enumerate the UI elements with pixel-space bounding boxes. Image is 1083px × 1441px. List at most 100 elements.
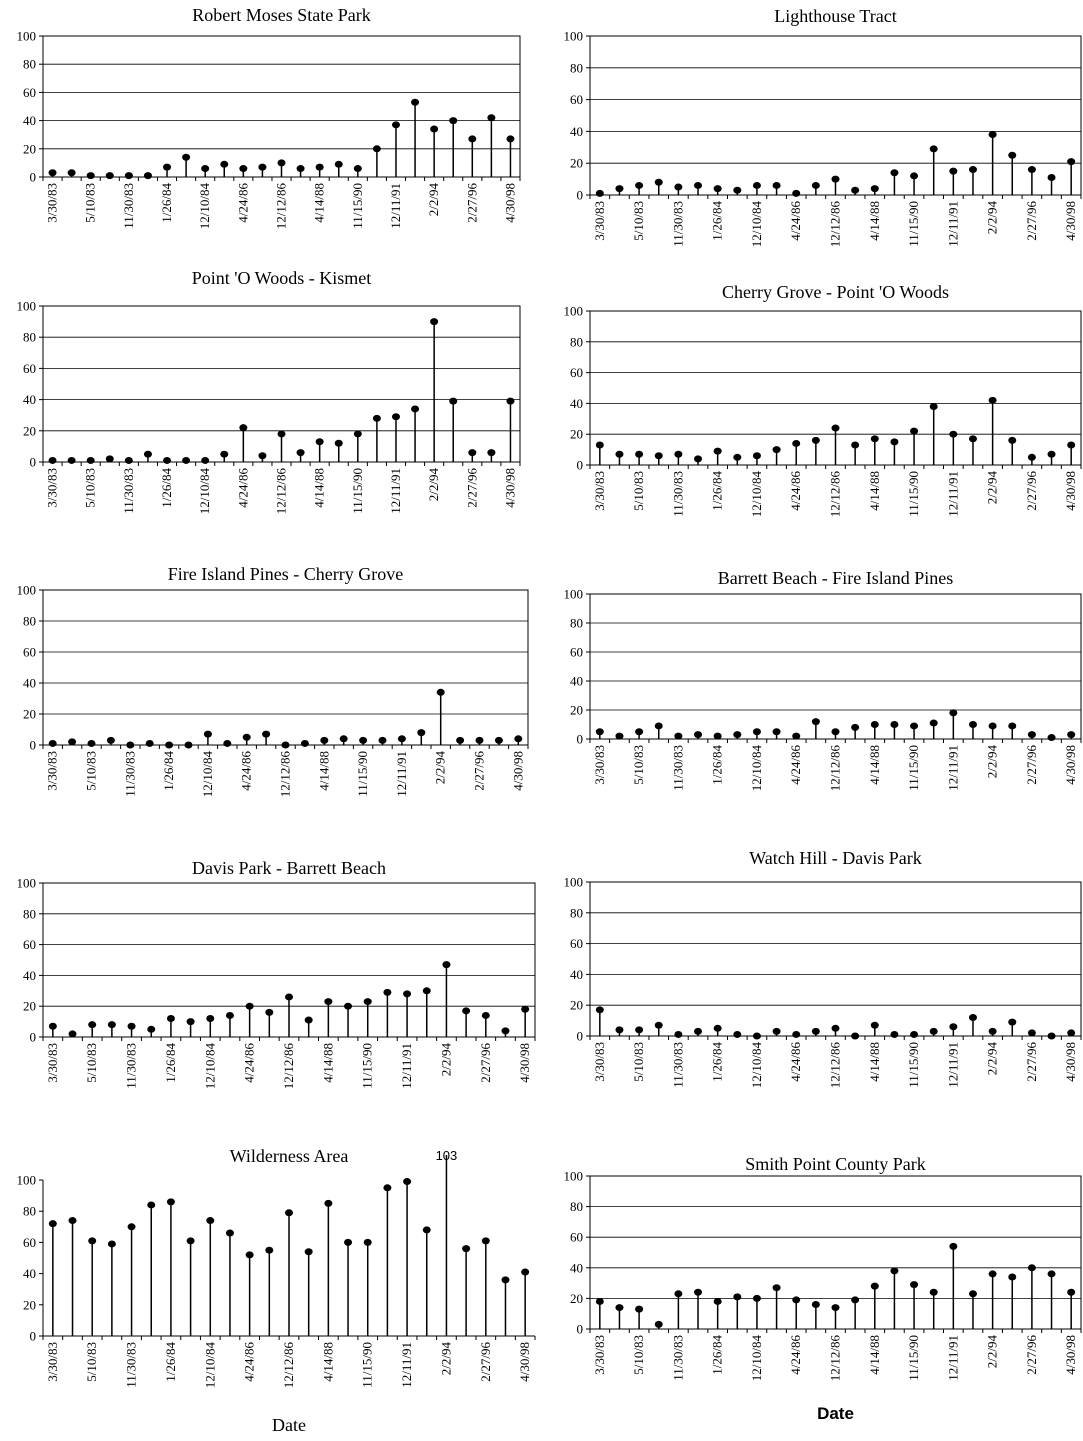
data-point bbox=[772, 1027, 781, 1035]
data-point bbox=[831, 424, 840, 432]
data-point bbox=[225, 1011, 234, 1019]
data-point bbox=[304, 1016, 313, 1024]
data-point bbox=[595, 728, 604, 736]
x-tick-label: 4/30/98 bbox=[1063, 471, 1078, 511]
y-tick-label: 20 bbox=[23, 141, 36, 156]
data-point bbox=[383, 1184, 392, 1192]
x-tick-label: 3/30/83 bbox=[45, 1043, 60, 1083]
y-tick-label: 20 bbox=[23, 423, 36, 438]
data-point bbox=[851, 441, 860, 449]
x-tick-label: 2/2/94 bbox=[426, 468, 441, 502]
data-point bbox=[1008, 1273, 1017, 1281]
x-tick-label: 3/30/83 bbox=[592, 745, 607, 785]
x-tick-label: 11/15/90 bbox=[906, 1042, 921, 1088]
chart-panel: Point 'O Woods - Kismet 0 20 40 60 80 100 3/30/… bbox=[17, 268, 521, 514]
x-tick-label: 12/11/91 bbox=[945, 745, 960, 791]
x-tick-label: 3/30/83 bbox=[45, 183, 60, 223]
x-tick-label: 2/2/94 bbox=[438, 1342, 453, 1376]
data-point bbox=[1027, 1264, 1036, 1272]
x-tick-label: 4/14/88 bbox=[312, 468, 327, 508]
data-point bbox=[106, 736, 115, 744]
x-tick-label: 12/10/84 bbox=[197, 468, 212, 515]
data-point bbox=[315, 438, 324, 446]
x-tick-label: 1/26/84 bbox=[163, 1342, 178, 1382]
data-point bbox=[910, 172, 919, 180]
y-tick-label: 20 bbox=[570, 156, 583, 171]
data-point bbox=[635, 728, 644, 736]
data-point bbox=[870, 435, 879, 443]
chart-panel: Wilderness Area 0 20 40 60 80 100 3/30/83 5/10/8… bbox=[17, 1146, 536, 1435]
data-point bbox=[733, 731, 742, 739]
y-tick-label: 100 bbox=[17, 299, 37, 314]
data-point bbox=[363, 998, 372, 1006]
x-tick-label: 11/30/83 bbox=[124, 1342, 139, 1388]
data-point bbox=[713, 1297, 722, 1305]
x-tick-label: 1/26/84 bbox=[710, 201, 725, 241]
x-tick-label: 12/12/86 bbox=[828, 471, 843, 518]
data-point bbox=[595, 189, 604, 197]
y-tick-label: 0 bbox=[577, 458, 584, 473]
x-tick-label: 12/10/84 bbox=[202, 1342, 217, 1389]
data-point bbox=[910, 427, 919, 435]
x-tick-label: 12/10/84 bbox=[749, 471, 764, 518]
x-tick-label: 2/2/94 bbox=[438, 1043, 453, 1077]
data-point bbox=[733, 453, 742, 461]
data-point bbox=[811, 1301, 820, 1309]
y-tick-label: 80 bbox=[570, 334, 583, 349]
data-point bbox=[127, 1022, 136, 1030]
x-tick-label: 2/27/96 bbox=[478, 1342, 493, 1382]
data-point bbox=[910, 1030, 919, 1038]
data-point bbox=[1008, 151, 1017, 159]
y-tick-label: 100 bbox=[17, 583, 37, 598]
data-point bbox=[422, 987, 431, 995]
x-tick-label: 11/15/90 bbox=[906, 745, 921, 791]
chart-panel: Davis Park - Barrett Beach 0 20 40 60 80 100 3/… bbox=[17, 858, 536, 1089]
x-tick-label: 5/10/83 bbox=[84, 1043, 99, 1083]
x-tick-label: 5/10/83 bbox=[631, 471, 646, 511]
data-point bbox=[733, 1293, 742, 1301]
x-tick-label: 12/10/84 bbox=[749, 1335, 764, 1382]
data-point bbox=[831, 1024, 840, 1032]
x-tick-label: 4/30/98 bbox=[1063, 1335, 1078, 1375]
data-point bbox=[127, 1223, 136, 1231]
data-point bbox=[929, 402, 938, 410]
chart-title: Smith Point County Park bbox=[745, 1154, 926, 1174]
data-point bbox=[320, 736, 329, 744]
y-tick-label: 20 bbox=[570, 1291, 583, 1306]
data-point bbox=[124, 172, 133, 180]
data-point bbox=[334, 439, 343, 447]
data-point bbox=[430, 318, 439, 326]
chart-title: Fire Island Pines - Cherry Grove bbox=[168, 564, 403, 584]
data-point bbox=[929, 719, 938, 727]
chart-title: Cherry Grove - Point 'O Woods bbox=[722, 282, 949, 302]
x-tick-label: 4/14/88 bbox=[867, 745, 882, 785]
data-point bbox=[165, 741, 174, 749]
data-point bbox=[949, 430, 958, 438]
data-point bbox=[870, 185, 879, 193]
data-point bbox=[225, 1229, 234, 1237]
y-tick-label: 0 bbox=[30, 170, 37, 185]
data-point bbox=[468, 135, 477, 143]
data-point bbox=[147, 1201, 156, 1209]
data-point bbox=[67, 169, 76, 177]
x-tick-label: 1/26/84 bbox=[710, 745, 725, 785]
x-tick-label: 2/2/94 bbox=[985, 471, 1000, 505]
data-point bbox=[635, 181, 644, 189]
x-tick-label: 3/30/83 bbox=[45, 751, 60, 791]
x-tick-label: 11/30/83 bbox=[670, 471, 685, 517]
x-tick-label: 5/10/83 bbox=[631, 1042, 646, 1082]
y-tick-label: 40 bbox=[23, 968, 36, 983]
data-point bbox=[890, 169, 899, 177]
x-tick-label: 4/30/98 bbox=[517, 1043, 532, 1083]
data-point bbox=[48, 1022, 57, 1030]
plot-frame bbox=[589, 593, 1082, 740]
data-point bbox=[397, 735, 406, 743]
data-point bbox=[242, 733, 251, 741]
data-point bbox=[48, 169, 57, 177]
data-point bbox=[595, 1006, 604, 1014]
data-point bbox=[615, 1026, 624, 1034]
x-tick-label: 5/10/83 bbox=[84, 1342, 99, 1382]
data-point bbox=[239, 165, 248, 173]
y-tick-label: 60 bbox=[570, 92, 583, 107]
x-tick-label: 4/30/98 bbox=[502, 183, 517, 223]
